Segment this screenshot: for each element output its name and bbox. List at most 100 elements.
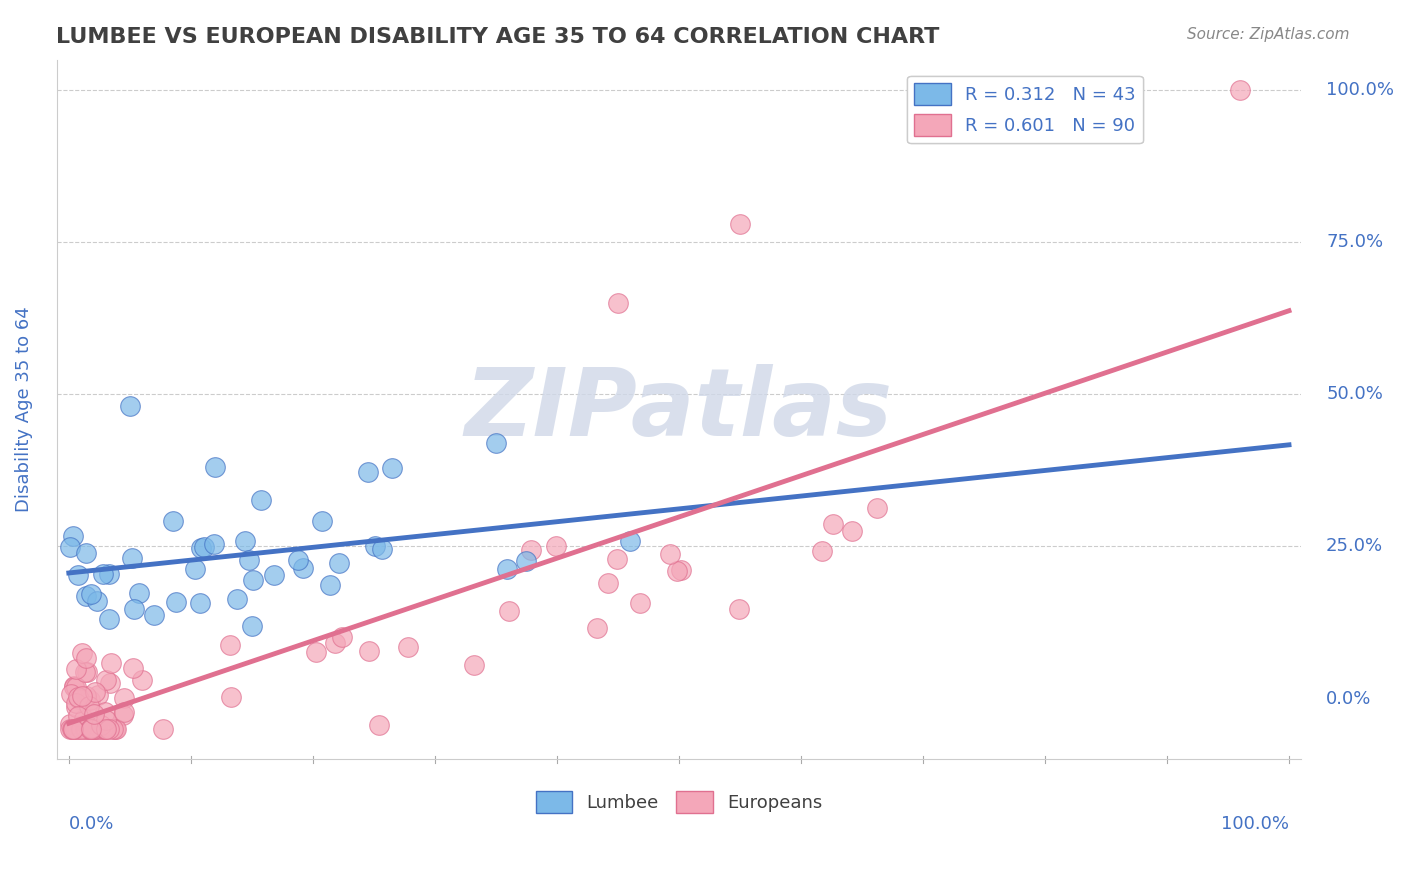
- Point: [357, 644, 380, 658]
- Point: [866, 500, 889, 515]
- Point: [219, 638, 242, 652]
- Point: [82, 722, 104, 736]
- Point: [596, 576, 619, 591]
- Point: [219, 690, 242, 704]
- Point: [122, 661, 145, 675]
- Point: [330, 630, 353, 644]
- Point: [65, 700, 87, 714]
- Point: [83, 722, 105, 736]
- Point: [59, 688, 82, 702]
- Point: [80, 587, 103, 601]
- Text: 100.0%: 100.0%: [1326, 81, 1395, 99]
- Point: [238, 553, 260, 567]
- Text: LUMBEE VS EUROPEAN DISABILITY AGE 35 TO 64 CORRELATION CHART: LUMBEE VS EUROPEAN DISABILITY AGE 35 TO …: [56, 27, 939, 46]
- Point: [67, 692, 90, 706]
- Point: [311, 514, 333, 528]
- Point: [165, 595, 187, 609]
- Point: [80, 721, 103, 735]
- Point: [328, 556, 350, 570]
- Text: 75.0%: 75.0%: [1326, 233, 1384, 252]
- Point: [79, 722, 101, 736]
- Text: ZIPatlas: ZIPatlas: [465, 364, 893, 456]
- Point: [100, 656, 122, 670]
- Point: [184, 561, 207, 575]
- Point: [226, 592, 249, 607]
- Point: [520, 543, 543, 558]
- Point: [381, 461, 404, 475]
- Point: [371, 541, 394, 556]
- Point: [319, 578, 342, 592]
- Point: [75, 589, 97, 603]
- Point: [86, 722, 108, 736]
- Point: [287, 552, 309, 566]
- Point: [79, 693, 101, 707]
- Point: [811, 544, 834, 558]
- Point: [291, 560, 314, 574]
- Point: [82, 722, 104, 736]
- Point: [96, 722, 118, 736]
- Point: [606, 296, 628, 310]
- Text: 100.0%: 100.0%: [1220, 815, 1289, 833]
- Point: [62, 722, 84, 736]
- Point: [76, 665, 98, 679]
- Point: [65, 722, 87, 736]
- Point: [75, 722, 97, 736]
- Point: [114, 690, 136, 705]
- Point: [202, 537, 225, 551]
- Point: [204, 460, 226, 475]
- Point: [544, 539, 567, 553]
- Point: [111, 707, 134, 722]
- Point: [98, 612, 121, 626]
- Legend: R = 0.312   N = 43, R = 0.601   N = 90: R = 0.312 N = 43, R = 0.601 N = 90: [907, 76, 1143, 143]
- Point: [90, 718, 112, 732]
- Point: [73, 665, 96, 680]
- Point: [73, 712, 96, 726]
- Point: [65, 722, 87, 736]
- Point: [628, 596, 651, 610]
- Point: [66, 690, 89, 704]
- Point: [65, 696, 87, 710]
- Point: [368, 718, 391, 732]
- Point: [63, 679, 86, 693]
- Point: [485, 436, 508, 450]
- Point: [131, 673, 153, 688]
- Point: [263, 568, 285, 582]
- Point: [118, 400, 141, 414]
- Point: [75, 689, 97, 703]
- Point: [94, 673, 117, 687]
- Point: [250, 492, 273, 507]
- Point: [821, 516, 844, 531]
- Point: [1229, 83, 1251, 97]
- Point: [728, 217, 751, 231]
- Point: [62, 529, 84, 543]
- Point: [75, 546, 97, 560]
- Point: [495, 562, 517, 576]
- Point: [98, 566, 121, 581]
- Point: [72, 689, 94, 703]
- Point: [233, 534, 256, 549]
- Point: [59, 716, 82, 731]
- Point: [659, 547, 682, 561]
- Point: [84, 722, 107, 736]
- Point: [305, 645, 328, 659]
- Point: [242, 573, 264, 587]
- Point: [77, 722, 100, 736]
- Text: 25.0%: 25.0%: [1326, 538, 1384, 556]
- Point: [94, 722, 117, 736]
- Point: [75, 722, 97, 736]
- Point: [586, 621, 609, 635]
- Y-axis label: Disability Age 35 to 64: Disability Age 35 to 64: [15, 307, 32, 512]
- Point: [65, 681, 87, 695]
- Point: [152, 722, 174, 736]
- Point: [75, 651, 97, 665]
- Point: [143, 607, 166, 622]
- Point: [515, 554, 537, 568]
- Point: [103, 722, 125, 736]
- Point: [70, 646, 93, 660]
- Point: [396, 640, 419, 654]
- Point: [162, 514, 184, 528]
- Point: [193, 540, 215, 554]
- Point: [128, 586, 150, 600]
- Point: [91, 566, 114, 581]
- Point: [60, 722, 83, 736]
